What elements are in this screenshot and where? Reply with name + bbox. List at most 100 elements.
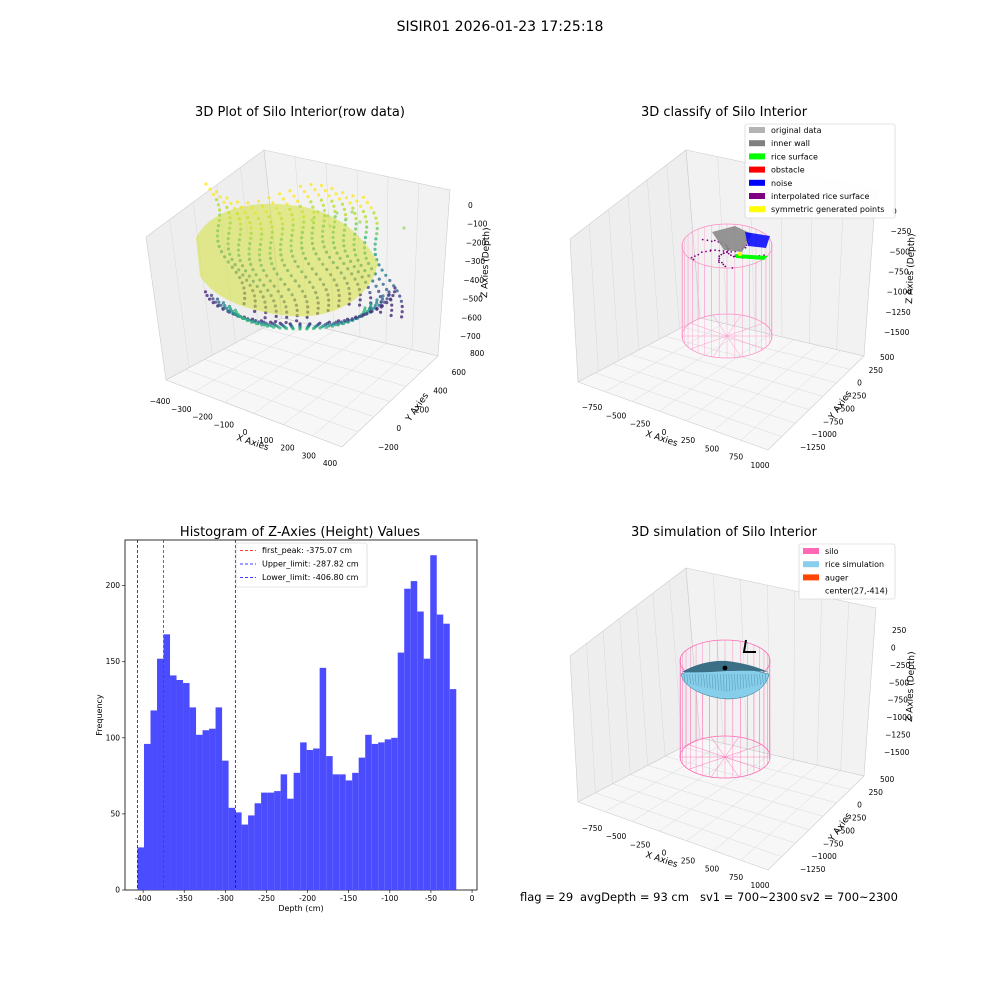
raw-point: [337, 319, 341, 323]
raw-point: [330, 187, 334, 191]
simulation-y-tick: −1000: [811, 852, 837, 861]
raw-y-tick: 600: [452, 368, 467, 377]
raw-point: [350, 210, 354, 214]
raw-point: [205, 293, 209, 298]
raw-point: [235, 200, 240, 204]
raw-point: [217, 303, 221, 307]
raw-y-tick: −200: [378, 443, 399, 452]
classify-interp-point: [721, 261, 723, 264]
raw-point: [377, 289, 381, 293]
classify-interp-point: [714, 249, 716, 252]
simulation-rice-mesh: [753, 673, 756, 687]
classify-rice-surface-cluster: [735, 254, 768, 260]
histogram-bar: [339, 774, 346, 890]
classify-z-tick: −750: [888, 268, 909, 277]
histogram-bar: [430, 555, 437, 890]
simulation-legend-label: silo: [825, 547, 839, 556]
classify-symmetric-point: [738, 252, 742, 256]
raw-point: [358, 220, 362, 224]
histogram-y-tick: 0: [115, 886, 120, 895]
classify-legend-label: original data: [771, 126, 822, 135]
simulation-rice-mesh: [756, 673, 758, 686]
histogram-x-tick: -150: [340, 894, 357, 903]
footer-avg-depth: avgDepth = 93 cm: [580, 890, 689, 904]
histogram-legend-label: Upper_limit: -287.82 cm: [262, 560, 359, 569]
histogram-bar: [300, 742, 307, 890]
histogram-bar: [228, 807, 236, 890]
raw-point: [333, 215, 337, 219]
histogram-bar: [137, 847, 145, 890]
raw-point: [344, 217, 348, 221]
raw-point: [385, 287, 389, 292]
classify-interp-point: [722, 263, 725, 266]
simulation-y-tick: 250: [869, 788, 884, 797]
raw-point: [371, 306, 375, 310]
raw-point: [209, 293, 214, 297]
raw-point: [298, 184, 303, 188]
histogram-bar: [202, 730, 210, 890]
raw-point: [358, 303, 362, 307]
classify-interp-point: [727, 252, 730, 255]
raw-point: [260, 323, 264, 327]
histogram-bar: [410, 581, 418, 890]
raw-point: [288, 189, 292, 193]
raw-point: [295, 319, 299, 323]
histogram-bar: [170, 675, 177, 890]
classify-interp-point: [744, 246, 747, 249]
simulation-x-tick: 1000: [750, 881, 769, 890]
raw-point: [225, 196, 229, 200]
histogram-bar: [267, 792, 275, 890]
raw-point: [344, 196, 348, 200]
histogram-bar: [306, 750, 314, 890]
simulation-silo-base-spoke: [710, 736, 726, 758]
raw-point: [219, 303, 223, 307]
raw-point: [285, 315, 289, 319]
histogram-legend-label: first_peak: -375.07 cm: [262, 546, 352, 555]
classify-interp-point: [726, 251, 728, 253]
simulation-rice-mesh: [683, 673, 686, 684]
histogram-bar: [352, 772, 359, 890]
classify-y-tick: −1000: [811, 430, 837, 439]
histogram-y-tick: 50: [110, 809, 120, 818]
histogram-bar: [254, 803, 262, 890]
panel-raw-3d: 3D Plot of Silo Interior(row data) −400−…: [145, 105, 492, 468]
raw-point: [265, 324, 270, 328]
raw-y-tick: 400: [433, 387, 448, 396]
raw-point: [274, 314, 278, 318]
histogram-x-tick: -250: [258, 894, 275, 903]
raw-point: [384, 273, 388, 277]
raw-point: [402, 226, 406, 230]
classify-interp-point: [718, 257, 721, 260]
raw-point: [313, 188, 317, 192]
histogram-x-tick: 0: [470, 894, 475, 903]
raw-point: [386, 293, 391, 297]
raw-point: [365, 225, 369, 229]
panel-classify-3d: 3D classify of Silo Interior −750−500−25…: [569, 105, 917, 470]
classify-legend: original data inner wall rice surface obsta…: [744, 123, 896, 219]
simulation-rice-mesh: [717, 673, 719, 691]
raw-point: [259, 319, 263, 323]
histogram-bar: [157, 658, 164, 890]
raw-point: [236, 312, 240, 317]
raw-point: [351, 206, 355, 210]
raw-point: [298, 327, 302, 331]
simulation-z-tick: −1500: [884, 748, 910, 757]
raw-point: [354, 217, 358, 221]
classify-legend-label: symmetric generated points: [771, 205, 884, 214]
raw-point: [398, 294, 402, 298]
raw-point: [302, 189, 306, 194]
simulation-z-tick: 0: [891, 643, 896, 652]
classify-legend-label: interpolated rice surface: [771, 192, 869, 201]
histogram-bar: [287, 798, 294, 890]
classify-legend-swatch: [749, 153, 765, 160]
histogram-bar: [319, 667, 327, 890]
histogram-x-tick: -300: [217, 894, 234, 903]
raw-point: [379, 300, 383, 304]
raw-point: [329, 323, 333, 327]
raw-point: [309, 200, 313, 204]
raw-point: [345, 317, 350, 321]
histogram-bar: [248, 815, 255, 890]
raw-point: [368, 291, 372, 295]
